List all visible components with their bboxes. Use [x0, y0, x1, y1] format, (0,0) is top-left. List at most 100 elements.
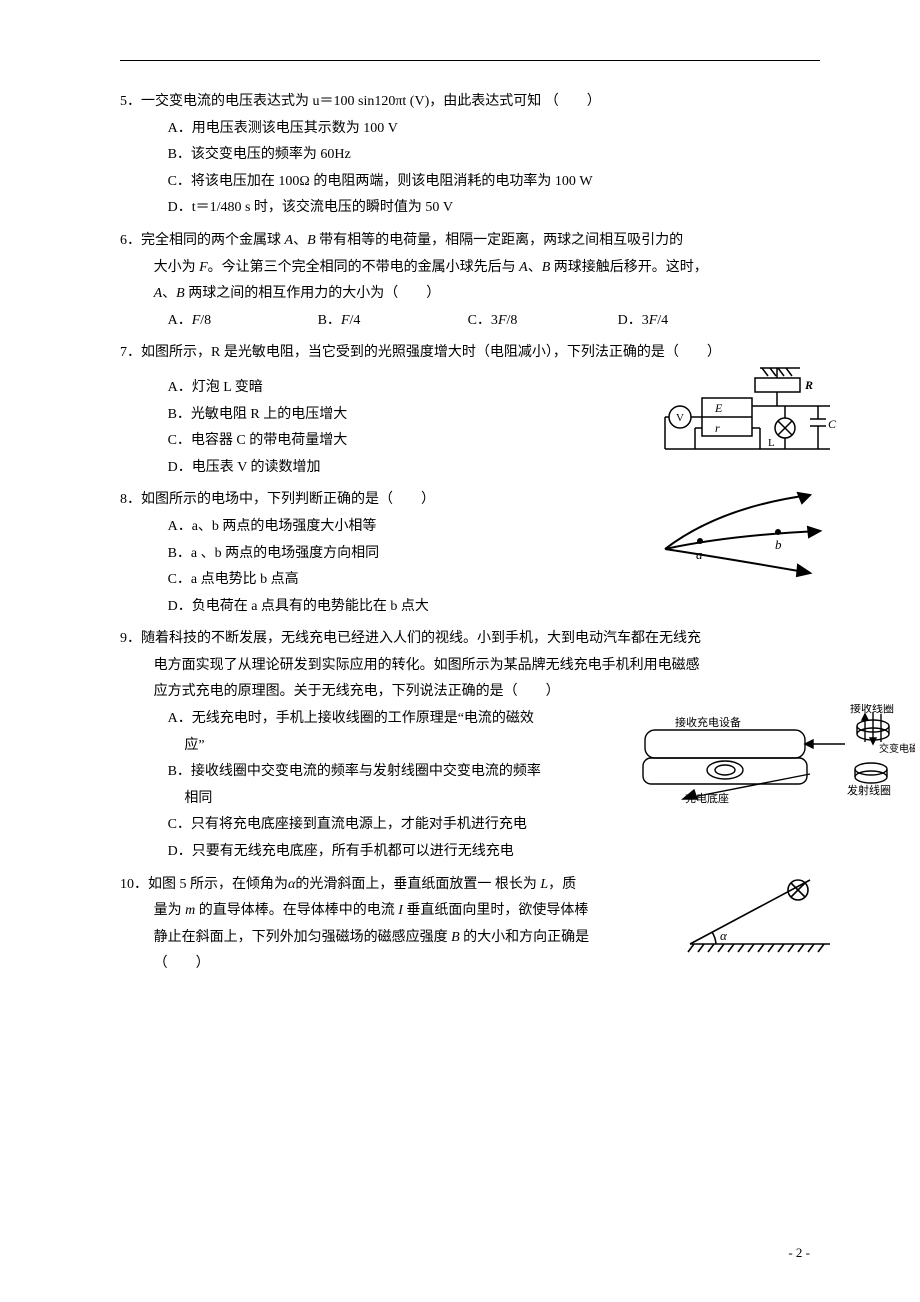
- q9-stem-l3: 应方式充电的原理图。关于无线充电，下列说法正确的是（ ）: [120, 679, 820, 706]
- q10-num: 10．: [120, 877, 148, 892]
- q10-s1b: 的光滑斜面上，垂直纸面放置一 根长为: [295, 877, 540, 892]
- q9-num: 9．: [120, 631, 141, 646]
- q10-s2c: 垂直纸面向里时，欲使导体棒: [403, 903, 589, 918]
- incline-icon: α: [680, 872, 840, 962]
- q6-Aa: A．: [168, 313, 192, 328]
- q6-l3c: 两球之间的相互作用力的大小为（ ）: [185, 286, 441, 301]
- lbl-b: b: [775, 537, 782, 552]
- q5-opt-a: A．用电压表测该电压其示数为 100 V: [120, 116, 820, 143]
- q9-opt-c: C．只有将充电底座接到直流电源上，才能对手机进行充电: [120, 812, 820, 839]
- lbl-rx: 接收线圈: [850, 704, 894, 715]
- q6-options: A．F/8 B．F/4 C．3F/8 D．3F/4: [120, 308, 820, 335]
- q10-B: B: [451, 930, 460, 945]
- page-number: - 2 -: [788, 1241, 810, 1266]
- q8-figure: a b: [660, 487, 840, 593]
- q8-stem-text: 如图所示的电场中，下列判断正确的是（ ）: [141, 492, 435, 507]
- point-b-dot: [775, 529, 781, 535]
- q10-s2b: 的直导体棒。在导体棒中的电流: [195, 903, 398, 918]
- q5-opt-c: C．将该电压加在 100Ω 的电阻两端，则该电阻消耗的电功率为 100 W: [120, 169, 820, 196]
- q6-iA2: A: [519, 260, 528, 275]
- q6-t3: 带有相等的电荷量，相隔一定距离，两球之间相互吸引力的: [316, 233, 684, 248]
- lbl-device: 接收充电设备: [675, 715, 741, 729]
- lbl-a: a: [696, 547, 703, 562]
- q7-stem-text: 如图所示，R 是光敏电阻，当它受到的光照强度增大时（电阻减小），下列法正确的是（…: [141, 345, 721, 360]
- q6-D2: /4: [657, 313, 668, 328]
- question-8: 8．如图所示的电场中，下列判断正确的是（ ） a b A．a、b 两点的电场强度…: [120, 487, 820, 620]
- question-9: 9．随着科技的不断发展，无线充电已经进入人们的视线。小到手机，大到电动汽车都在无…: [120, 626, 820, 865]
- q10-s2a: 量为: [154, 903, 186, 918]
- q9-s1: 随着科技的不断发展，无线充电已经进入人们的视线。小到手机，大到电动汽车都在无线充: [141, 631, 701, 646]
- q6-iB3: B: [176, 286, 185, 301]
- q5-opt-b: B．该交变电压的频率为 60Hz: [120, 142, 820, 169]
- q8-opt-d: D．负电荷在 a 点具有的电势能比在 b 点大: [120, 594, 820, 621]
- q10-s1c: ，质: [548, 877, 576, 892]
- q6-opt-b: B．F/4: [318, 308, 468, 335]
- point-a-dot: [697, 538, 703, 544]
- q6-stem-line3: A、B 两球之间的相互作用力的大小为（ ）: [120, 281, 820, 308]
- q6-iB2: B: [542, 260, 551, 275]
- lbl-V: V: [676, 412, 684, 424]
- q6-opt-a: A．F/8: [168, 308, 318, 335]
- q10-s3a: 静止在斜面上，下列外加匀强磁场的磁感应强度: [154, 930, 452, 945]
- q6-stem-line1: 6．完全相同的两个金属球 A、B 带有相等的电荷量，相隔一定距离，两球之间相互吸…: [120, 228, 820, 255]
- q9-opt-d: D．只要有无线充电底座，所有手机都可以进行无线充电: [120, 839, 820, 866]
- q6-t2: 、: [293, 233, 307, 248]
- q6-l3b: 、: [162, 286, 176, 301]
- q5-num: 5．: [120, 94, 141, 109]
- q9-stem-l1: 9．随着科技的不断发展，无线充电已经进入人们的视线。小到手机，大到电动汽车都在无…: [120, 626, 820, 653]
- q9-figure: 接收充电设备 充电底座 接收线圈 发射线圈 交变电磁场: [635, 704, 915, 815]
- q7-figure: V E r R L C: [660, 366, 840, 472]
- lbl-tx: 发射线圈: [847, 783, 891, 797]
- q10-s1a: 如图 5 所示，在倾角为: [148, 877, 288, 892]
- q10-figure: α: [680, 872, 840, 973]
- q10-s3b: 的大小和方向正确是: [460, 930, 590, 945]
- lbl-R: R: [804, 378, 813, 392]
- lbl-base: 充电底座: [685, 791, 729, 804]
- q10-m: m: [185, 903, 195, 918]
- q6-opt-c: C．3F/8: [468, 308, 618, 335]
- q6-A-F: F: [192, 313, 201, 328]
- lbl-alpha: α: [720, 928, 728, 943]
- page: 5．一交变电流的电压表达式为 u＝100 sin120πt (V)，由此表达式可…: [0, 0, 920, 1302]
- q6-stem-line2: 大小为 F。今让第三个完全相同的不带电的金属小球先后与 A、B 两球接触后移开。…: [120, 255, 820, 282]
- q10-L: L: [540, 877, 548, 892]
- q6-l2a: 大小为: [154, 260, 200, 275]
- q5-stem-text: 一交变电流的电压表达式为 u＝100 sin120πt (V)，由此表达式可知 …: [141, 94, 601, 109]
- q6-iA1: A: [285, 233, 294, 248]
- q5-stem: 5．一交变电流的电压表达式为 u＝100 sin120πt (V)，由此表达式可…: [120, 89, 820, 116]
- lbl-r: r: [715, 421, 720, 435]
- q6-Ca: C．3: [468, 313, 498, 328]
- q6-opt-d: D．3F/4: [618, 308, 768, 335]
- q6-A2: /8: [200, 313, 211, 328]
- q6-l2c: 、: [528, 260, 542, 275]
- q6-Ba: B．: [318, 313, 341, 328]
- question-10: α 10．如图 5 所示，在倾角为α的光滑斜面上，垂直纸面放置一 根长为 L，质…: [120, 872, 820, 978]
- q6-iF1: F: [199, 260, 208, 275]
- question-7: 7．如图所示，R 是光敏电阻，当它受到的光照强度增大时（电阻减小），下列法正确的…: [120, 340, 820, 481]
- q6-iB1: B: [307, 233, 316, 248]
- q6-num: 6．: [120, 233, 141, 248]
- q6-iA3: A: [154, 286, 163, 301]
- q6-D-F: F: [649, 313, 658, 328]
- q5-opt-d: D．t＝1/480 s 时，该交流电压的瞬时值为 50 V: [120, 195, 820, 222]
- lbl-L: L: [768, 437, 775, 449]
- circuit-icon: V E r R L C: [660, 366, 840, 461]
- q6-C2: /8: [507, 313, 518, 328]
- lbl-E: E: [714, 401, 723, 415]
- lbl-C: C: [828, 417, 837, 431]
- lbl-field: 交变电磁场: [879, 742, 915, 755]
- field-lines-icon: a b: [660, 487, 840, 582]
- q6-B2: /4: [350, 313, 361, 328]
- q7-num: 7．: [120, 345, 141, 360]
- top-rule: [120, 60, 820, 61]
- question-5: 5．一交变电流的电压表达式为 u＝100 sin120πt (V)，由此表达式可…: [120, 89, 820, 222]
- question-6: 6．完全相同的两个金属球 A、B 带有相等的电荷量，相隔一定距离，两球之间相互吸…: [120, 228, 820, 334]
- q9-stem-l2: 电方面实现了从理论研发到实际应用的转化。如图所示为某品牌无线充电手机利用电磁感: [120, 653, 820, 680]
- q8-num: 8．: [120, 492, 141, 507]
- wireless-charge-icon: 接收充电设备 充电底座 接收线圈 发射线圈 交变电磁场: [635, 704, 915, 804]
- q6-Da: D．3: [618, 313, 649, 328]
- q7-stem: 7．如图所示，R 是光敏电阻，当它受到的光照强度增大时（电阻减小），下列法正确的…: [120, 340, 820, 367]
- q6-l2b: 。今让第三个完全相同的不带电的金属小球先后与: [208, 260, 520, 275]
- q6-t1: 完全相同的两个金属球: [141, 233, 285, 248]
- q6-B-F: F: [341, 313, 350, 328]
